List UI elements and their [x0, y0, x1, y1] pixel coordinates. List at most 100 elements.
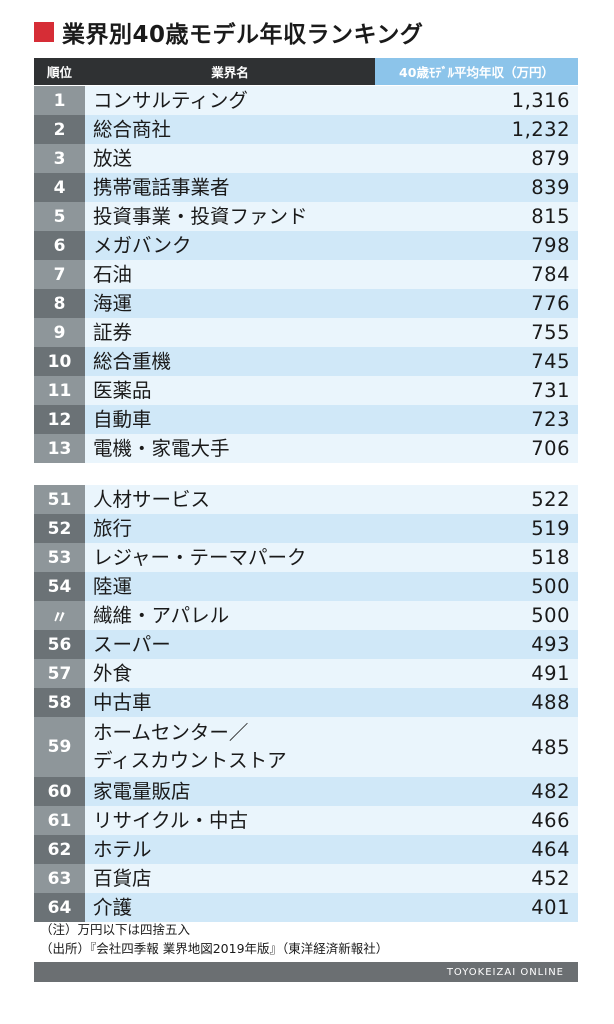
income-cell: 839	[375, 173, 578, 202]
table-row: 64 介護 401	[34, 893, 578, 922]
income-cell: 464	[375, 835, 578, 864]
table-row: 4 携帯電話事業者 839	[34, 173, 578, 202]
footer-brand: TOYOKEIZAI ONLINE	[446, 966, 564, 978]
table-row: 51 人材サービス 522	[34, 485, 578, 514]
income-cell: 706	[375, 434, 578, 463]
table-row: 1 コンサルティング 1,316	[34, 86, 578, 115]
income-cell: 1,232	[375, 115, 578, 144]
header-industry: 業界名	[85, 58, 375, 85]
table-row: 58 中古車 488	[34, 688, 578, 717]
rank-cell: 52	[34, 514, 85, 543]
industry-cell: 石油	[85, 260, 375, 289]
industry-cell: 人材サービス	[85, 485, 375, 514]
industry-cell: 百貨店	[85, 864, 375, 893]
table-row: 8 海運 776	[34, 289, 578, 318]
table-row: 11 医薬品 731	[34, 376, 578, 405]
rank-cell: 10	[34, 347, 85, 376]
rank-cell: 9	[34, 318, 85, 347]
industry-cell: スーパー	[85, 630, 375, 659]
rank-cell: 64	[34, 893, 85, 922]
income-cell: 1,316	[375, 86, 578, 115]
industry-cell: 総合重機	[85, 347, 375, 376]
industry-cell: 旅行	[85, 514, 375, 543]
rank-cell: 〃	[34, 601, 85, 630]
note-source: （出所）『会社四季報 業界地図2019年版』（東洋経済新報社）	[40, 941, 389, 956]
rank-cell: 57	[34, 659, 85, 688]
table-row: 10 総合重機 745	[34, 347, 578, 376]
income-cell: 401	[375, 893, 578, 922]
rank-cell: 1	[34, 86, 85, 115]
industry-cell: 介護	[85, 893, 375, 922]
table-row: 53 レジャー・テーマパーク 518	[34, 543, 578, 572]
industry-cell: 総合商社	[85, 115, 375, 144]
rank-cell: 62	[34, 835, 85, 864]
table-row: 52 旅行 519	[34, 514, 578, 543]
income-cell: 500	[375, 601, 578, 630]
industry-cell: メガバンク	[85, 231, 375, 260]
income-cell: 466	[375, 806, 578, 835]
industry-cell: 証券	[85, 318, 375, 347]
table-row: 5 投資事業・投資ファンド 815	[34, 202, 578, 231]
ranking-top-table: 1 コンサルティング 1,316 2 総合商社 1,232 3 放送 879 4 携帯電話事業者 83…	[34, 86, 578, 463]
industry-cell: 医薬品	[85, 376, 375, 405]
income-cell: 723	[375, 405, 578, 434]
note-rounding: （注）万円以下は四捨五入	[40, 922, 191, 937]
income-cell: 755	[375, 318, 578, 347]
industry-line-2: ディスカウントストア	[93, 749, 287, 772]
industry-cell: 繊維・アパレル	[85, 601, 375, 630]
income-cell: 798	[375, 231, 578, 260]
industry-cell: 電機・家電大手	[85, 434, 375, 463]
header-income: 40歳ﾓﾃﾞﾙ平均年収（万円）	[375, 58, 578, 85]
income-cell: 500	[375, 572, 578, 601]
rank-cell: 13	[34, 434, 85, 463]
industry-cell: 放送	[85, 144, 375, 173]
income-cell: 731	[375, 376, 578, 405]
rank-cell: 61	[34, 806, 85, 835]
rank-cell: 59	[34, 717, 85, 777]
table-row: 3 放送 879	[34, 144, 578, 173]
rank-cell: 12	[34, 405, 85, 434]
rank-cell: 2	[34, 115, 85, 144]
header-rank: 順位	[34, 58, 85, 85]
footer-bar: TOYOKEIZAI ONLINE	[34, 962, 578, 982]
rank-cell: 4	[34, 173, 85, 202]
industry-cell: ホテル	[85, 835, 375, 864]
table-row: 7 石油 784	[34, 260, 578, 289]
income-cell: 491	[375, 659, 578, 688]
rank-cell: 3	[34, 144, 85, 173]
page-title: 業界別40歳モデル年収ランキング	[34, 14, 423, 50]
income-cell: 745	[375, 347, 578, 376]
industry-cell: 投資事業・投資ファンド	[85, 202, 375, 231]
rank-cell: 58	[34, 688, 85, 717]
income-cell: 879	[375, 144, 578, 173]
rank-cell: 7	[34, 260, 85, 289]
income-cell: 518	[375, 543, 578, 572]
rank-cell: 6	[34, 231, 85, 260]
table-row: 6 メガバンク 798	[34, 231, 578, 260]
income-cell: 519	[375, 514, 578, 543]
table-row: 63 百貨店 452	[34, 864, 578, 893]
title-marker	[34, 22, 54, 42]
rank-cell: 54	[34, 572, 85, 601]
income-cell: 485	[375, 717, 578, 777]
industry-cell: 自動車	[85, 405, 375, 434]
table-row: 57 外食 491	[34, 659, 578, 688]
rank-cell: 5	[34, 202, 85, 231]
income-cell: 452	[375, 864, 578, 893]
industry-cell: ホームセンター／ ディスカウントストア	[85, 717, 375, 777]
income-cell: 522	[375, 485, 578, 514]
industry-cell: レジャー・テーマパーク	[85, 543, 375, 572]
table-header: 順位 業界名 40歳ﾓﾃﾞﾙ平均年収（万円）	[34, 58, 578, 85]
industry-cell: 海運	[85, 289, 375, 318]
table-row: 60 家電量販店 482	[34, 777, 578, 806]
table-row: 〃繊維・アパレル 500	[34, 601, 578, 630]
income-cell: 482	[375, 777, 578, 806]
rank-cell: 56	[34, 630, 85, 659]
rank-cell: 51	[34, 485, 85, 514]
industry-cell: 陸運	[85, 572, 375, 601]
industry-cell: リサイクル・中古	[85, 806, 375, 835]
notes: （注）万円以下は四捨五入 （出所）『会社四季報 業界地図2019年版』（東洋経済…	[40, 920, 388, 958]
income-cell: 776	[375, 289, 578, 318]
rank-cell: 8	[34, 289, 85, 318]
table-row: 9 証券 755	[34, 318, 578, 347]
